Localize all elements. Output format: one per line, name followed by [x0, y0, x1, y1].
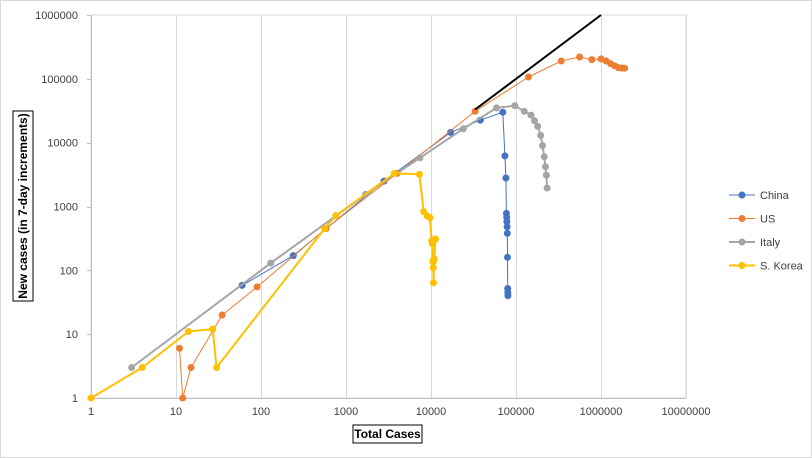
- x-tick-label: 10000000: [662, 406, 711, 418]
- data-point-china: [447, 128, 455, 136]
- trend-line: [474, 14, 602, 111]
- x-tick-label: 10000: [416, 406, 447, 418]
- data-point-italy: [459, 125, 467, 133]
- data-point-s-korea: [209, 325, 217, 333]
- y-axis-title-box: New cases (in 7-day increments): [12, 110, 34, 302]
- x-axis-title-frame: [352, 424, 423, 444]
- data-point-s-korea: [390, 169, 398, 177]
- x-tick-label: 100: [252, 406, 270, 418]
- trend-layer: [474, 14, 602, 111]
- data-point-italy: [527, 111, 535, 119]
- data-point-us: [621, 64, 629, 72]
- y-tick-label: 10000: [47, 138, 78, 150]
- legend-label-china: China: [760, 190, 790, 202]
- data-point-s-korea: [332, 212, 340, 220]
- y-tick-label: 1: [72, 393, 78, 405]
- data-point-china: [503, 223, 511, 231]
- y-axis-title: New cases (in 7-day increments): [16, 113, 30, 298]
- legend-label-italy: Italy: [760, 237, 781, 249]
- data-point-italy: [537, 131, 545, 139]
- data-point-italy: [531, 117, 538, 125]
- data-point-china: [504, 253, 511, 261]
- data-point-s-korea: [321, 225, 329, 233]
- data-point-s-korea: [432, 235, 439, 243]
- data-point-italy: [540, 153, 548, 161]
- y-tick-label: 100000: [41, 74, 78, 86]
- data-point-china: [504, 292, 512, 300]
- data-point-italy: [493, 104, 500, 112]
- y-axis-title-frame: [12, 110, 34, 302]
- data-point-us: [253, 283, 261, 291]
- data-point-china: [501, 152, 509, 160]
- data-point-italy: [416, 154, 424, 162]
- data-point-china: [502, 174, 510, 182]
- series-italy: [128, 102, 551, 371]
- data-point-us: [218, 311, 226, 319]
- x-tick-label: 100000: [498, 406, 535, 418]
- legend-marker-italy: [738, 238, 746, 246]
- legend: China US Italy S. Korea: [729, 190, 804, 273]
- x-tick-label: 1: [88, 406, 94, 418]
- data-point-s-korea: [430, 255, 438, 263]
- y-tick-label: 10: [66, 329, 78, 341]
- y-tick-label: 100: [60, 265, 78, 277]
- data-point-italy: [267, 259, 275, 267]
- legend-marker-s-korea: [738, 262, 746, 269]
- axes: [87, 15, 686, 399]
- x-tick-label: 10: [170, 406, 182, 418]
- x-axis-title-box: Total Cases: [352, 424, 423, 444]
- tick-labels: 1 10 100 1000 10000 100000 1000000 10000000 1 10 1…: [35, 10, 710, 418]
- data-point-s-korea: [429, 264, 437, 272]
- legend-marker-us: [738, 215, 746, 222]
- data-point-us: [576, 53, 584, 61]
- x-axis-title: Total Cases: [354, 427, 421, 441]
- legend-marker-china: [738, 191, 746, 199]
- data-point-italy: [511, 102, 519, 110]
- x-tick-label: 1000: [334, 406, 358, 418]
- series-s-korea: [87, 169, 439, 402]
- data-point-s-korea: [87, 394, 95, 402]
- data-point-italy: [534, 122, 542, 130]
- legend-label-us: US: [760, 214, 775, 226]
- data-point-us: [471, 107, 479, 115]
- data-point-us: [588, 56, 596, 64]
- data-point-italy: [543, 184, 551, 192]
- data-point-italy: [541, 163, 549, 171]
- data-point-s-korea: [426, 214, 434, 222]
- data-point-italy: [520, 107, 528, 115]
- data-point-italy: [128, 364, 136, 371]
- data-point-s-korea: [430, 279, 437, 287]
- data-point-china: [499, 108, 507, 116]
- y-tick-label: 1000: [54, 202, 78, 214]
- y-tick-label: 1000000: [35, 10, 78, 22]
- series-us: [176, 53, 629, 402]
- data-point-s-korea: [213, 364, 221, 371]
- data-point-us: [176, 344, 183, 352]
- data-point-s-korea: [184, 328, 192, 335]
- data-point-s-korea: [415, 170, 423, 178]
- legend-label-s-korea: S. Korea: [760, 261, 804, 273]
- x-tick-label: 1000000: [580, 406, 623, 418]
- data-point-italy: [539, 142, 546, 150]
- data-point-us: [179, 394, 187, 402]
- data-point-s-korea: [138, 364, 146, 371]
- data-point-us: [524, 73, 532, 81]
- series-layer: [87, 53, 629, 402]
- data-point-us: [557, 57, 565, 65]
- data-point-italy: [542, 171, 550, 179]
- data-point-china: [503, 218, 511, 226]
- data-point-china: [503, 229, 511, 237]
- data-point-us: [187, 364, 195, 371]
